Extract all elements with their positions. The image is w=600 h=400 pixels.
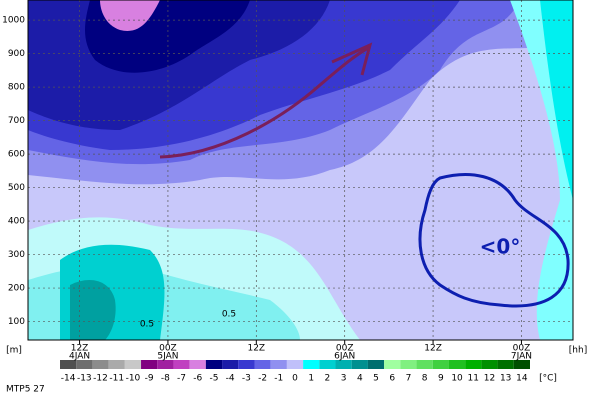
colorbar-swatch [303, 360, 320, 369]
y-tick-label: 1000 [2, 16, 25, 26]
colorbar-label: -11 [109, 374, 124, 384]
colorbar-swatch [432, 360, 449, 369]
colorbar-label: 13 [500, 374, 511, 384]
colorbar-label: -14 [61, 374, 76, 384]
colorbar-label: 0 [292, 374, 298, 384]
y-tick-label: 600 [8, 150, 25, 160]
grid [28, 0, 573, 340]
colorbar-label: 12 [484, 374, 495, 384]
colorbar-swatch [319, 360, 336, 369]
contour-label: 0.5 [140, 320, 154, 330]
colorbar-label: 3 [341, 374, 347, 384]
y-tick-label: 300 [8, 250, 25, 260]
plot-frame [27, 0, 574, 341]
contour-field [28, 0, 573, 340]
x-date-label: 4JAN [69, 352, 90, 362]
colorbar-label: -10 [126, 374, 141, 384]
arrow [159, 45, 371, 159]
colorbar-label: 11 [468, 374, 479, 384]
footer: MTP5 27 [6, 385, 45, 395]
colorbar-swatch [254, 360, 271, 369]
colorbar-label: 1 [308, 374, 314, 384]
colorbar-swatch [76, 360, 93, 369]
y-tick-label: 100 [8, 317, 25, 327]
colorbar-label: 10 [451, 374, 463, 384]
colorbar-swatch [238, 360, 255, 369]
colorbar-swatch [189, 360, 206, 369]
colorbar-label: 14 [516, 374, 528, 384]
colorbar-label: 5 [373, 374, 379, 384]
x-tick-label: 12Z [247, 344, 265, 354]
colorbar-swatch [384, 360, 401, 369]
colorbar-label: -9 [145, 374, 154, 384]
colorbar-label: -12 [93, 374, 108, 384]
x-date-label: 7JAN [511, 352, 532, 362]
x-date-label: 5JAN [157, 352, 178, 362]
colorbar-label: -7 [177, 374, 186, 384]
colorbar-swatch [497, 360, 514, 369]
y-tick-label: 900 [8, 49, 25, 59]
colorbar-swatch [60, 360, 77, 369]
colorbar-swatch [222, 360, 239, 369]
colorbar-label: -5 [209, 374, 218, 384]
colorbar-label: -2 [258, 374, 267, 384]
colorbar-swatch [481, 360, 498, 369]
colorbar-label: -1 [274, 374, 283, 384]
x-date-label: 6JAN [334, 352, 355, 362]
x-tick-label: 00Z [336, 344, 354, 354]
colorbar-swatch [141, 360, 158, 369]
colorbar-swatch [416, 360, 433, 369]
colorbar-swatch [205, 360, 223, 369]
colorbar-swatch [92, 360, 109, 369]
colorbar-unit: [°C] [539, 374, 557, 384]
outline [418, 172, 570, 308]
colorbar-label: -8 [161, 374, 170, 384]
x-tick-label: 00Z [513, 344, 531, 354]
colorbar-swatch [173, 360, 190, 369]
colorbar-swatch [335, 360, 352, 369]
x-unit: [hh] [569, 346, 587, 356]
colorbar-label: 4 [357, 374, 363, 384]
colorbar-swatch [465, 360, 482, 369]
colorbar-swatch [157, 360, 174, 369]
colorbar-swatch [286, 360, 304, 369]
arrow-head [331, 42, 373, 76]
y-tick-label: 400 [8, 217, 25, 227]
y-tick-label: 700 [8, 116, 25, 126]
x-tick-label: 00Z [159, 344, 177, 354]
colorbar-swatch [270, 360, 287, 369]
colorbar-swatch [448, 360, 466, 369]
colorbar-label: 6 [389, 374, 395, 384]
colorbar-label: -6 [193, 374, 202, 384]
colorbar: -14 -13 -12 -11 -10 -9 -8 -7 -6 -5 -4 -3 -2 -1 0 1 2 3 4 5 6… [60, 360, 557, 384]
x-tick-label: 12Z [71, 344, 89, 354]
colorbar-swatch [351, 360, 368, 369]
x-tick-label: 12Z [424, 344, 442, 354]
y-tick-label: 800 [8, 83, 25, 93]
annotation: <0° [480, 235, 521, 259]
y-unit: [m] [6, 346, 22, 356]
colorbar-label: -4 [226, 374, 235, 384]
colorbar-swatch [367, 360, 385, 369]
y-tick-label: 200 [8, 284, 25, 294]
colorbar-swatch [108, 360, 125, 369]
colorbar-swatch [124, 360, 142, 369]
colorbar-label: -13 [77, 374, 92, 384]
contour-label: 0.5 [222, 310, 236, 320]
colorbar-label: 2 [325, 374, 331, 384]
colorbar-swatch [400, 360, 417, 369]
colorbar-swatch [513, 360, 530, 369]
colorbar-label: 9 [438, 374, 444, 384]
y-tick-label: 500 [8, 183, 25, 193]
colorbar-label: 7 [406, 374, 412, 384]
colorbar-label: -3 [242, 374, 251, 384]
colorbar-label: 8 [422, 374, 428, 384]
